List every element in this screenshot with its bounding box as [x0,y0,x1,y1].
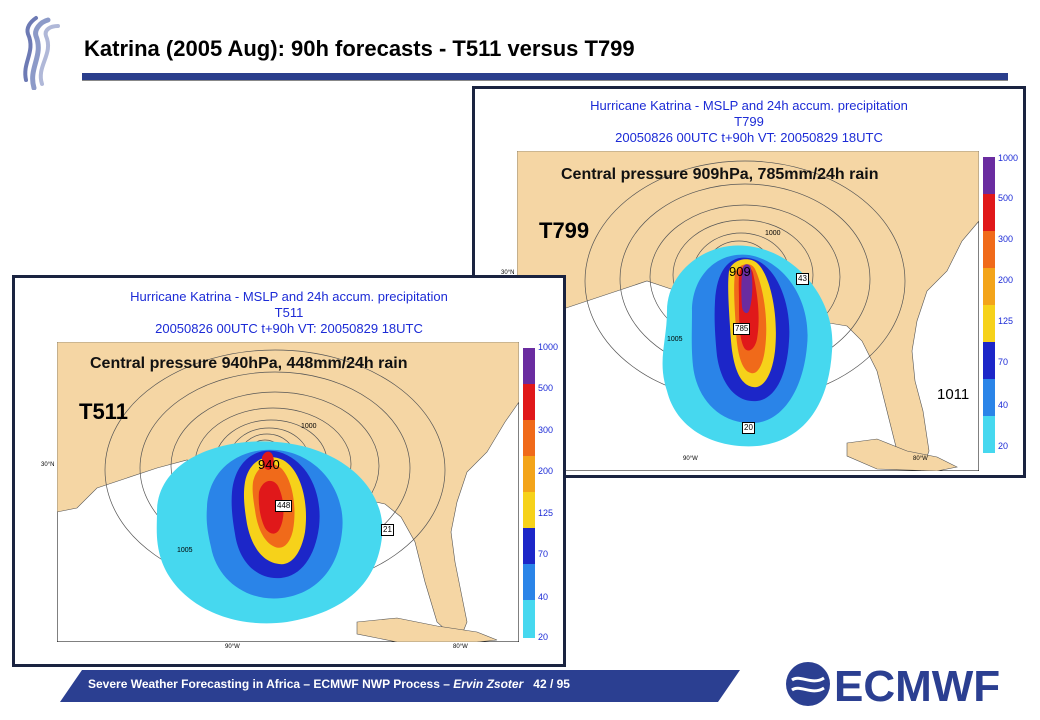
t511-colorbar-300 [523,420,535,456]
svg-text:1005: 1005 [177,547,193,554]
t799-header-line3: 20050826 00UTC t+90h VT: 20050829 18UTC [615,130,883,145]
t799-label-20: 20 [742,422,755,434]
t511-lat-30n: 30°N [41,462,55,468]
t799-colorbar-300 [983,231,995,268]
t799-cb-label-1000: 1000 [998,153,1019,163]
t799-colorbar-70 [983,342,995,379]
t511-colorbar-200 [523,456,535,492]
t799-colorbar-1000 [983,157,995,194]
t799-forecast-map: Hurricane Katrina - MSLP and 24h accum. … [472,86,1026,478]
t511-header-line1: Hurricane Katrina - MSLP and 24h accum. … [130,289,448,304]
t799-label-43: 43 [796,273,809,285]
svg-text:1000: 1000 [765,230,781,237]
t799-low-value: 909 [729,264,751,279]
t799-colorbar-125 [983,305,995,342]
title-underline-bar [82,73,1008,81]
t511-cb-label-1000: 1000 [538,342,559,352]
t799-lat-30n: 30°N [501,270,515,276]
t799-colorbar-20 [983,416,995,453]
t799-header-line2: T799 [734,114,764,129]
svg-text:1000: 1000 [301,423,317,430]
t799-lon-90w: 90°W [683,456,698,462]
t511-colorbar-125 [523,492,535,528]
t799-colorbar-500 [983,194,995,231]
slide-title: Katrina (2005 Aug): 90h forecasts - T511… [84,36,635,61]
t511-cb-label-40: 40 [538,592,549,602]
t799-model-label: T799 [539,218,590,243]
t511-low-value: 940 [258,457,280,472]
t511-cb-label-125: 125 [538,508,554,518]
t511-colorbar-40 [523,564,535,600]
footer-title: Severe Weather Forecasting in Africa – E… [88,677,454,691]
t799-lon-80w: 80°W [913,456,928,462]
t799-colorbar-40 [983,379,995,416]
t511-lon-90w: 90°W [225,644,240,650]
t799-cb-label-200: 200 [998,275,1014,285]
t799-cb-label-20: 20 [998,441,1009,451]
t511-colorbar-20 [523,600,535,638]
page-number: 42 / 95 [533,677,570,691]
t799-colorbar-200 [983,268,995,305]
t511-model-label: T511 [79,399,128,424]
ecmwf-logo-icon: ECMWF [786,662,1000,711]
svg-text:1005: 1005 [667,336,683,343]
t799-cb-label-70: 70 [998,357,1009,367]
t511-forecast-map: Hurricane Katrina - MSLP and 24h accum. … [12,275,566,667]
t511-cb-label-70: 70 [538,549,549,559]
t511-colorbar [523,348,535,638]
t799-cb-label-125: 125 [998,316,1014,326]
t799-max-rain-value: 785 [733,323,751,335]
t799-cb-label-40: 40 [998,400,1009,410]
t511-header-line2: T511 [274,305,304,320]
t799-map-header: Hurricane Katrina - MSLP and 24h accum. … [475,98,1023,146]
ecmwf-swirl-icon [23,16,60,90]
t799-header-line1: Hurricane Katrina - MSLP and 24h accum. … [590,98,908,113]
t511-cb-label-300: 300 [538,425,554,435]
t511-cb-label-200: 200 [538,466,554,476]
footer-author: Ervin Zsoter [453,677,524,691]
t799-high-value: 1011 [937,386,970,403]
t511-header-line3: 20050826 00UTC t+90h VT: 20050829 18UTC [155,321,423,336]
ecmwf-logo-text: ECMWF [834,662,1000,711]
t799-cb-label-500: 500 [998,193,1014,203]
footer-text: Severe Weather Forecasting in Africa – E… [88,677,570,691]
footer-bar [60,670,740,702]
t799-map-plot: 1000 1005 [517,151,979,471]
t799-colorbar [983,157,995,453]
ecmwf-logo: ECMWF [784,656,1024,717]
t511-central-pressure: Central pressure 940hPa, 448mm/24h rain [90,355,408,372]
t511-colorbar-500 [523,384,535,420]
t511-map-plot: 1000 1005 [57,342,519,642]
t511-map-header: Hurricane Katrina - MSLP and 24h accum. … [15,289,563,337]
t511-colorbar-1000 [523,348,535,384]
t511-colorbar-70 [523,528,535,564]
t511-cb-label-20: 20 [538,632,549,642]
t511-cb-label-500: 500 [538,383,554,393]
t511-max-rain-value: 448 [275,500,293,512]
t511-label-21: 21 [381,524,394,536]
t511-lon-80w: 80°W [453,644,468,650]
t799-cb-label-300: 300 [998,234,1014,244]
t799-central-pressure: Central pressure 909hPa, 785mm/24h rain [561,166,879,183]
